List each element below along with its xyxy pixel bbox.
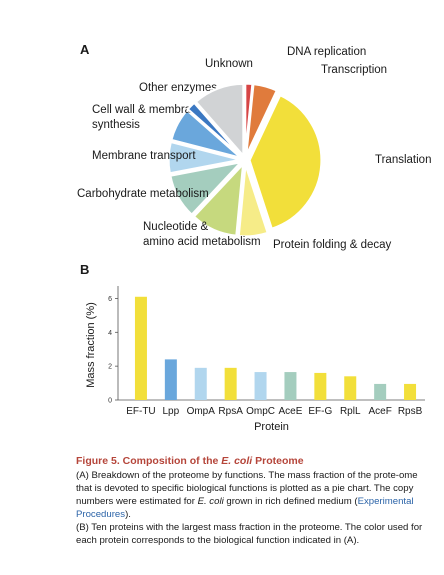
x-tick-label: RpsB: [398, 406, 423, 417]
bar: [194, 367, 207, 400]
pie-slice-label: Transcription: [321, 64, 387, 76]
pie-slice-label: Other enzymes: [139, 82, 217, 94]
pie-slice: [192, 161, 245, 237]
x-tick-label: RpsA: [218, 406, 243, 417]
svg-text:Carbohydrate metabolism: Carbohydrate metabolism: [77, 188, 209, 200]
pie-chart: DNA replication Transcription Translation P…: [77, 46, 431, 251]
x-tick-label: OmpA: [187, 406, 216, 417]
svg-text:Membrane transport: Membrane transport: [92, 150, 196, 162]
pie-slice-label: Translation: [375, 154, 431, 166]
pie-slice-label: Nucleotide & amino acid metabolism: [143, 221, 261, 248]
pie-slice-label: Unknown: [205, 58, 253, 70]
pie-slice-label: Cell wall & membrane synthesis: [92, 104, 204, 131]
x-tick-label: EF-G: [308, 406, 332, 417]
caption-paragraph-a: (A) Breakdown of the proteome by functio…: [76, 470, 418, 520]
y-tick-label: 6: [108, 296, 112, 303]
x-tick-label: EF-TU: [126, 406, 155, 417]
figure-caption: Figure 5. Composition of the E. coli Pro…: [76, 455, 428, 547]
pie-slice: [248, 93, 323, 231]
svg-text:Transcription: Transcription: [321, 64, 387, 76]
svg-text:Cell wall & membrane: Cell wall & membrane: [92, 104, 204, 116]
caption-paragraph-b: (B) Ten proteins with the largest mass f…: [76, 522, 423, 546]
pie-slice-label: Protein folding & decay: [273, 239, 392, 251]
pie-slice-label: Membrane transport: [92, 150, 196, 162]
svg-text:Unknown: Unknown: [205, 58, 253, 70]
pie-slice: [194, 82, 245, 159]
svg-text:synthesis: synthesis: [92, 119, 140, 131]
pie-slice-label: Carbohydrate metabolism: [77, 188, 209, 200]
bar: [284, 372, 297, 400]
caption-title: Figure 5. Composition of the E. coli Pro…: [76, 455, 304, 467]
bar: [164, 359, 177, 400]
x-tick-label: Lpp: [163, 406, 180, 417]
y-tick-label: 0: [108, 398, 112, 405]
x-tick-label: RplL: [340, 406, 361, 417]
pie-slice: [186, 101, 243, 158]
x-tick-label: AceF: [368, 406, 391, 417]
svg-text:DNA replication: DNA replication: [287, 46, 366, 58]
x-axis-title: Protein: [254, 421, 289, 433]
pie-slice: [167, 140, 241, 175]
svg-text:Nucleotide &: Nucleotide &: [143, 221, 209, 233]
bar: [314, 372, 327, 400]
y-tick-label: 2: [108, 364, 112, 371]
x-tick-label: AceE: [278, 406, 302, 417]
panel-b-letter: B: [80, 262, 90, 277]
pie-slice: [169, 160, 245, 217]
pie-slice-label: DNA replication: [287, 46, 366, 58]
y-tick-label: 4: [108, 330, 112, 337]
pie-slice: [245, 82, 279, 157]
bar-chart: 0 2 4 6 Mass fraction (%) EF-TU Lpp OmpA RpsA Omp…: [85, 286, 425, 433]
x-tick-label: OmpC: [246, 406, 275, 417]
experimental-procedures-link[interactable]: Experimental Procedures: [76, 496, 414, 520]
svg-text:Translation: Translation: [375, 154, 431, 166]
bar: [254, 372, 267, 400]
panel-a-letter: A: [80, 42, 90, 57]
pie-slice: [169, 108, 242, 159]
bar: [374, 383, 387, 400]
bar: [134, 296, 147, 400]
bar: [404, 383, 417, 400]
pie-slice: [237, 164, 270, 238]
bar: [224, 367, 237, 400]
svg-text:Other enzymes: Other enzymes: [139, 82, 217, 94]
y-axis-title: Mass fraction (%): [85, 302, 97, 388]
svg-text:amino acid metabolism: amino acid metabolism: [143, 236, 261, 248]
svg-text:Protein folding & decay: Protein folding & decay: [273, 239, 392, 251]
bar: [344, 376, 357, 400]
